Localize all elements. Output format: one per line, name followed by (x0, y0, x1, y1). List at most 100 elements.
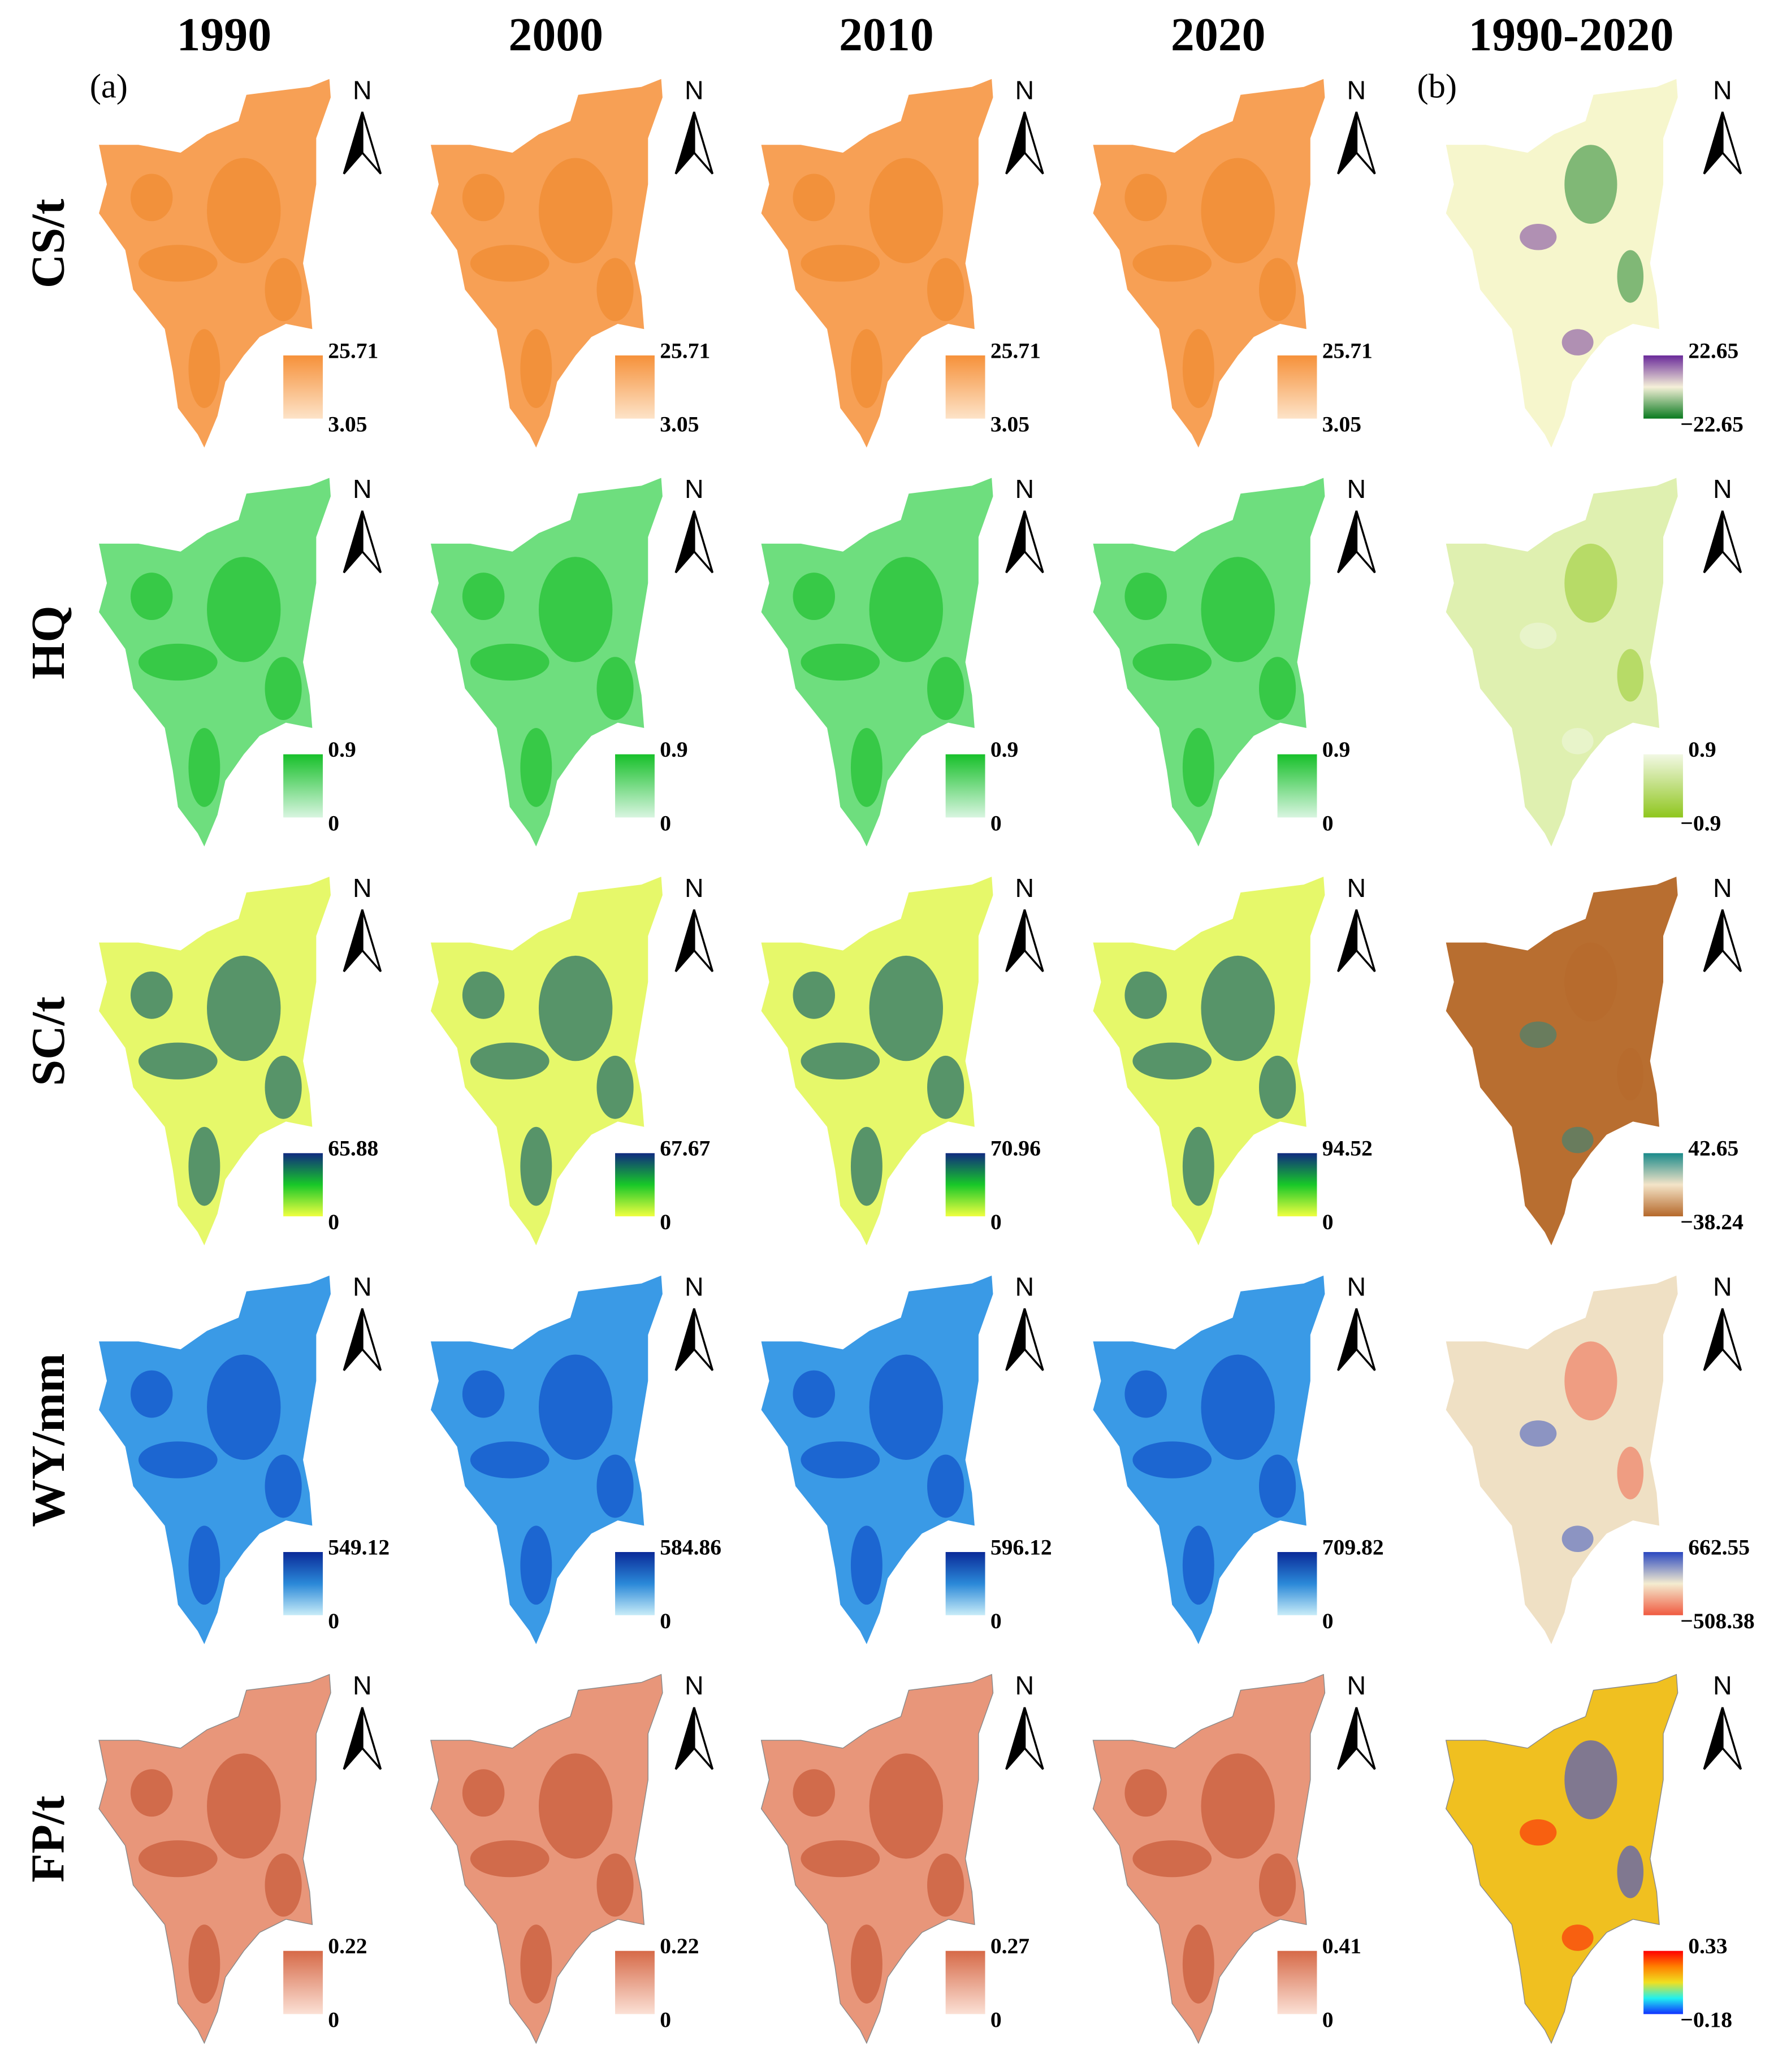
north-arrow (1721, 1707, 1742, 1770)
map-patch (927, 1853, 964, 1917)
legend-min: 0 (328, 1609, 339, 1633)
map-patch (869, 1753, 943, 1859)
north-arrow (674, 510, 695, 574)
map-patch (1561, 1924, 1594, 1951)
map-patch (1520, 1021, 1557, 1048)
map-patch (130, 1769, 173, 1817)
north-label: N (1347, 474, 1366, 504)
basin-map (1446, 79, 1678, 448)
map-patch (801, 1042, 880, 1080)
north-arrow (693, 1308, 714, 1371)
map-patch (538, 955, 613, 1061)
legend-max: 0.9 (328, 737, 356, 762)
legend-min: −0.9 (1680, 810, 1721, 835)
north-label: N (353, 1671, 372, 1700)
map-patch (793, 1769, 836, 1817)
legend-bar (1277, 355, 1317, 419)
map-patch (265, 1055, 302, 1119)
legend-bar (1643, 1552, 1683, 1615)
map-patch (1182, 727, 1214, 807)
legend-max: 0.9 (660, 737, 687, 762)
legend-max: 0.33 (1688, 1934, 1727, 1958)
north-arrow (1721, 111, 1742, 175)
north-label: N (1347, 75, 1366, 105)
map-patch (470, 643, 550, 681)
north-arrow (1005, 510, 1026, 574)
basin-map (1446, 478, 1678, 847)
legend-bar (283, 1552, 323, 1615)
legend-bar (945, 355, 985, 419)
map-patch (927, 1454, 964, 1518)
north-arrow (674, 1707, 695, 1770)
map-patch (1561, 727, 1594, 755)
north-arrow (361, 1308, 382, 1371)
legend-max: 549.12 (328, 1535, 390, 1559)
map-patch (1201, 1753, 1275, 1859)
north-arrow (1337, 909, 1358, 973)
map-patch (470, 1840, 550, 1878)
north-arrow (1005, 111, 1026, 175)
map-patch (850, 1924, 882, 2004)
map-patch (470, 1441, 550, 1479)
map-patch (188, 727, 220, 807)
legend-min: −38.24 (1680, 1210, 1744, 1234)
north-arrow (1703, 1707, 1724, 1770)
north-arrow (1337, 1308, 1358, 1371)
map-patch (138, 245, 218, 282)
map-patch (138, 643, 218, 681)
legend-min: 0 (660, 810, 671, 835)
map-patch (850, 727, 882, 807)
map-patch (1182, 1525, 1214, 1605)
map-patch (538, 1753, 613, 1859)
map-patch (927, 657, 964, 721)
north-label: N (1713, 75, 1732, 105)
map-patch (801, 1840, 880, 1878)
north-arrow (1023, 111, 1044, 175)
panel-label: (a) (90, 67, 128, 105)
map-patch (1182, 329, 1214, 409)
north-arrow (1023, 510, 1044, 574)
legend-bar (1277, 754, 1317, 818)
map-patch (207, 158, 281, 263)
map-patch (1564, 145, 1617, 224)
legend-bar (945, 754, 985, 818)
column-header: 2010 (839, 8, 934, 61)
legend-min: 0 (1322, 810, 1334, 835)
legend-max: 596.12 (990, 1535, 1052, 1559)
legend-max: 0.9 (1322, 737, 1350, 762)
north-arrow (1355, 909, 1376, 973)
legend-max: 25.71 (660, 338, 710, 363)
north-arrow (1355, 111, 1376, 175)
map-patch (801, 1441, 880, 1479)
north-arrow (1023, 1707, 1044, 1770)
map-patch (1124, 1370, 1167, 1418)
map-patch (520, 329, 552, 409)
map-patch (188, 329, 220, 409)
map-patch (462, 971, 505, 1019)
legend-max: 0.9 (990, 737, 1018, 762)
north-arrow (343, 1707, 364, 1770)
north-arrow (361, 909, 382, 973)
north-arrow (693, 510, 714, 574)
north-label: N (685, 1671, 704, 1700)
map-patch (470, 245, 550, 282)
legend-max: 0.27 (990, 1934, 1029, 1958)
map-patch (793, 971, 836, 1019)
map-patch (138, 1042, 218, 1080)
map-patch (869, 1354, 943, 1460)
row-label: SC/t (22, 996, 75, 1086)
north-label: N (353, 474, 372, 504)
map-patch (1132, 1840, 1212, 1878)
legend-min: 0 (328, 1210, 339, 1234)
map-patch (596, 657, 634, 721)
north-label: N (1015, 873, 1035, 903)
map-patch (538, 1354, 613, 1460)
map-patch (538, 158, 613, 263)
legend-max: 0.9 (1688, 737, 1716, 762)
legend-max: 0.22 (328, 1934, 367, 1958)
map-patch (869, 955, 943, 1061)
north-arrow (343, 909, 364, 973)
map-patch (1201, 557, 1275, 662)
map-patch (1132, 643, 1212, 681)
map-patch (793, 573, 836, 621)
